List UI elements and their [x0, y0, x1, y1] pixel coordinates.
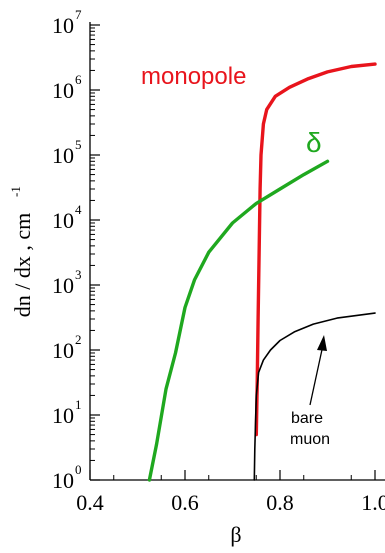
delta-label: δ: [306, 127, 322, 158]
y-tick-label: 10: [52, 403, 74, 428]
y-tick-exponent: 4: [75, 202, 82, 217]
y-tick-label: 10: [52, 143, 74, 168]
x-tick-label: 0.8: [266, 490, 294, 515]
x-tick-label: 1.0: [361, 490, 385, 515]
muon-label-line1: bare: [291, 410, 323, 427]
muon-label-line2: muon: [290, 431, 330, 448]
x-axis-label: β: [230, 522, 241, 547]
y-tick-label: 10: [52, 13, 74, 38]
y-tick-label: 10: [52, 273, 74, 298]
series-line-delta: [147, 159, 330, 482]
y-tick-exponent: 6: [75, 72, 82, 87]
x-ticks: 0.4 0.6 0.8 1.0: [76, 470, 385, 515]
series-line-bare-muon: [253, 312, 376, 481]
y-tick-exponent: 5: [75, 137, 82, 152]
series-layer: [147, 62, 377, 482]
axes: [89, 22, 385, 481]
y-tick-exponent: 7: [75, 7, 82, 22]
y-tick-label: 10: [52, 78, 74, 103]
monopole-label: monopole: [141, 63, 246, 90]
x-tick-label: 0.4: [76, 490, 104, 515]
muon-arrow: [309, 335, 327, 406]
y-tick-label: 10: [52, 338, 74, 363]
y-axis-label: dn / dx , cm: [10, 213, 35, 318]
x-tick-label: 0.6: [171, 490, 199, 515]
y-tick-exponent: 3: [75, 267, 82, 282]
y-axis-label-group: dn / dx , cm -1: [8, 186, 35, 317]
y-tick-exponent: 2: [75, 332, 82, 347]
y-tick-exponent: 1: [75, 397, 82, 412]
y-tick-label: 10: [52, 468, 74, 493]
y-tick-label: 10: [52, 208, 74, 233]
series-line-monopole: [254, 62, 377, 437]
y-tick-exponent: 0: [75, 462, 82, 477]
y-axis-label-exponent: -1: [8, 186, 23, 197]
